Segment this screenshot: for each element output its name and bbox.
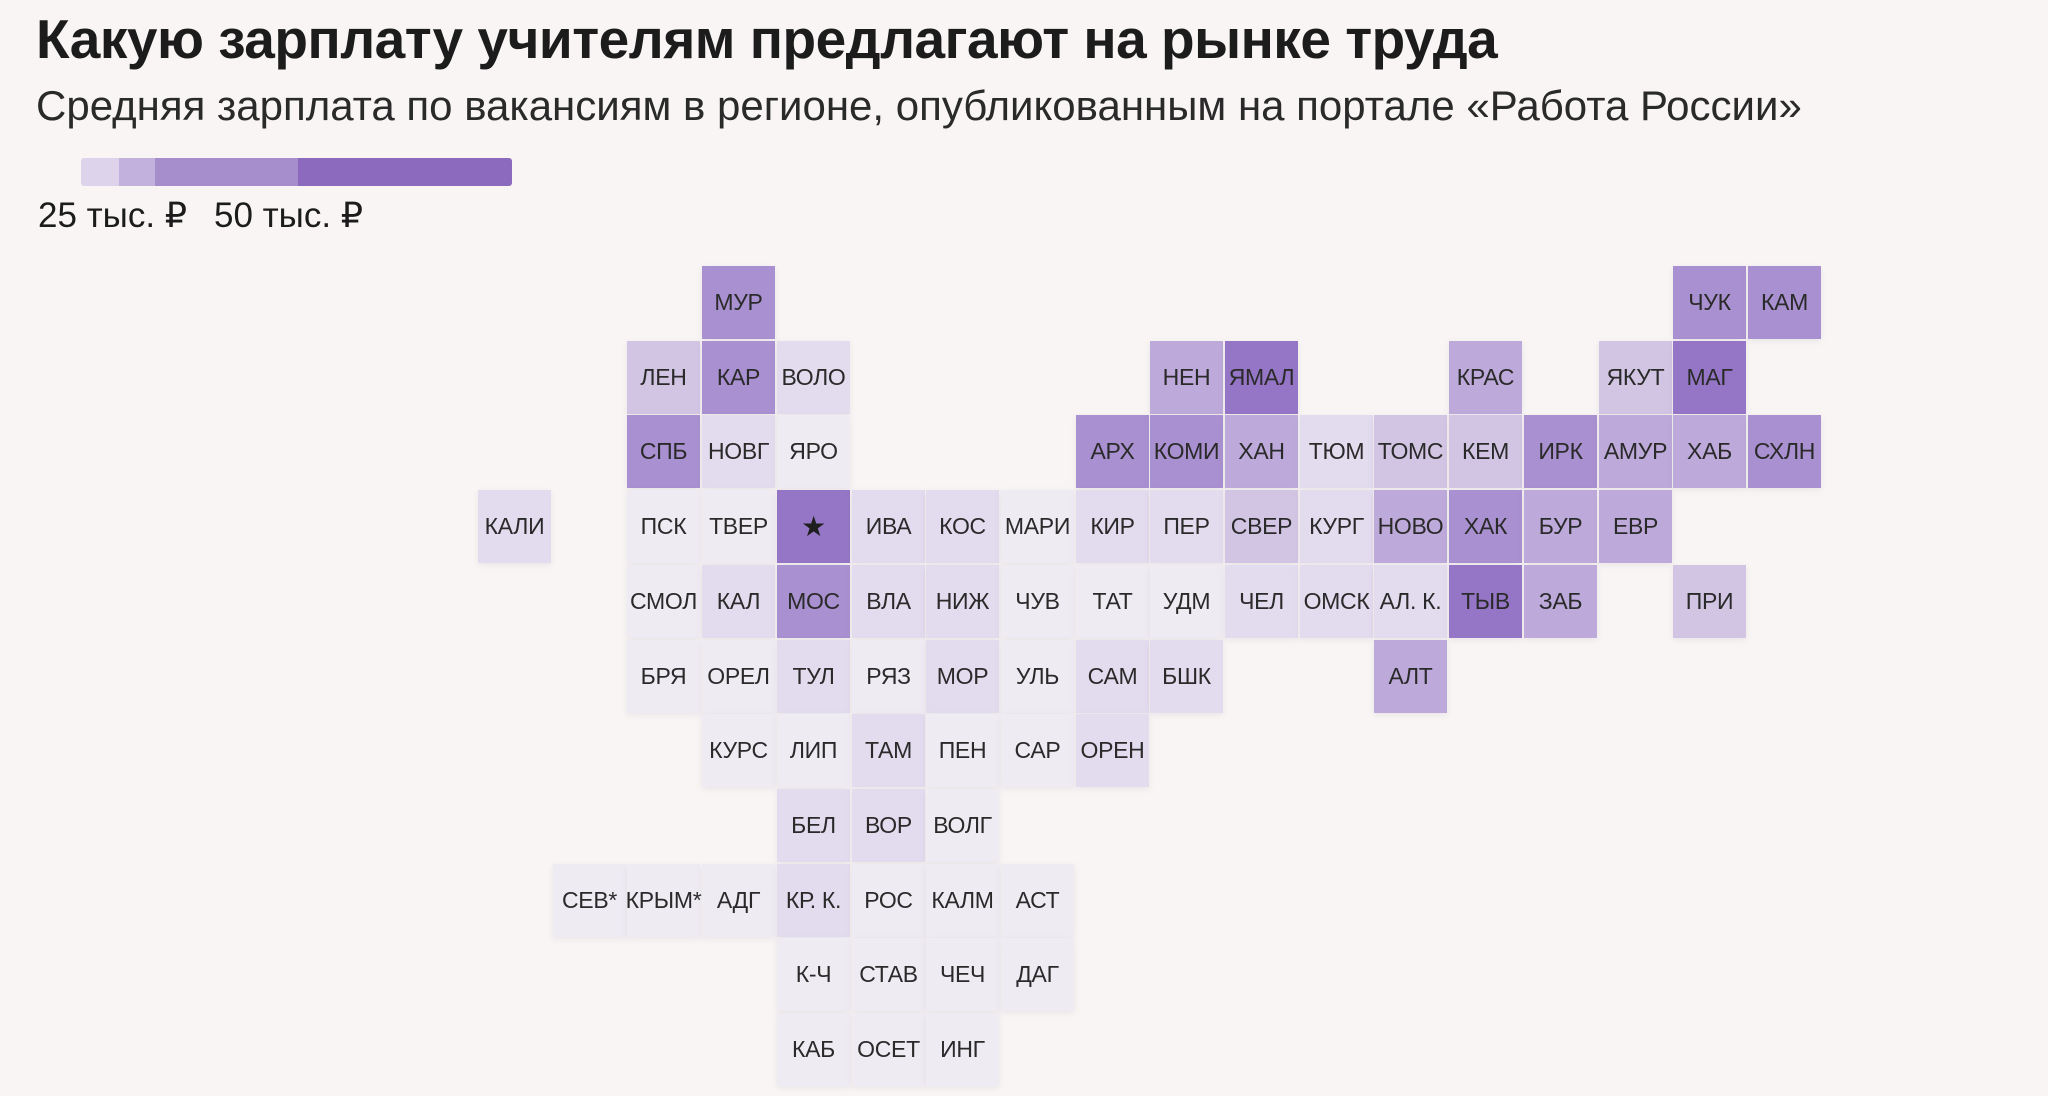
region-tile: МОС: [777, 565, 850, 638]
region-tile: АМУР: [1599, 415, 1672, 488]
region-tile: НИЖ: [926, 565, 999, 638]
region-tile: НОВО: [1374, 490, 1447, 563]
region-tile: К-Ч: [777, 938, 850, 1011]
region-tile: КАБ: [777, 1013, 850, 1086]
region-tile: САМ: [1076, 640, 1149, 713]
region-tile: ИВА: [852, 490, 925, 563]
region-tile: АЛ. К.: [1374, 565, 1447, 638]
region-tile: ЧЕЧ: [926, 938, 999, 1011]
region-tile: ТЮМ: [1300, 415, 1373, 488]
region-tile: УДМ: [1150, 565, 1223, 638]
region-tile: ДАГ: [1001, 938, 1074, 1011]
region-tile: ЯМАЛ: [1225, 341, 1298, 414]
region-tile: КАЛМ: [926, 864, 999, 937]
region-tile: ОРЕЛ: [702, 640, 775, 713]
region-tile: НОВГ: [702, 415, 775, 488]
region-tile: ХАБ: [1673, 415, 1746, 488]
region-tile: ИНГ: [926, 1013, 999, 1086]
region-tile: ОМСК: [1300, 565, 1373, 638]
region-tile: ЗАБ: [1524, 565, 1597, 638]
region-tile: СВЕР: [1225, 490, 1298, 563]
color-legend: 25 тыс. ₽ 50 тыс. ₽: [36, 158, 576, 230]
region-tile: СМОЛ: [627, 565, 700, 638]
region-tile: БРЯ: [627, 640, 700, 713]
region-tile: ТОМС: [1374, 415, 1447, 488]
region-tile: БШК: [1150, 640, 1223, 713]
legend-segment: [155, 158, 298, 186]
region-tile: КУРС: [702, 714, 775, 787]
region-tile: КРЫМ*: [626, 864, 702, 937]
region-tile: ТЫВ: [1449, 565, 1522, 638]
region-tile: ХАН: [1225, 415, 1298, 488]
region-tile: ЛЕН: [627, 341, 700, 414]
region-tile: НЕН: [1150, 341, 1223, 414]
region-tile: ОРЕН: [1076, 714, 1149, 787]
region-tile: МОР: [926, 640, 999, 713]
region-tile: БЕЛ: [777, 789, 850, 862]
region-tile: ВОЛГ: [926, 789, 999, 862]
region-tile: ПСК: [627, 490, 700, 563]
region-tile: КЕМ: [1449, 415, 1522, 488]
region-tile: БУР: [1524, 490, 1597, 563]
region-tile: МАГ: [1673, 341, 1746, 414]
region-tile: КУРГ: [1300, 490, 1373, 563]
region-tile: ЯРО: [777, 415, 850, 488]
region-tile: СЕВ*: [553, 864, 626, 937]
region-tile: ЧУК: [1673, 266, 1746, 339]
region-tile: КАЛ: [702, 565, 775, 638]
region-tile: ВОЛО: [777, 341, 850, 414]
region-tile: КР. К.: [777, 864, 850, 937]
region-tile: ТАМ: [852, 714, 925, 787]
region-tile: ТВЕР: [702, 490, 775, 563]
legend-segment: [298, 158, 512, 186]
region-tile: ЛИП: [777, 714, 850, 787]
region-tile: ВОР: [852, 789, 925, 862]
region-tile: ВЛА: [852, 565, 925, 638]
region-tile: КАР: [702, 341, 775, 414]
region-tile: КАМ: [1748, 266, 1821, 339]
page-subtitle: Средняя зарплата по вакансиям в регионе,…: [36, 82, 1802, 129]
region-tile: ЧУВ: [1001, 565, 1074, 638]
region-tile: СХЛН: [1748, 415, 1821, 488]
region-tile: ПЕН: [926, 714, 999, 787]
legend-gradient-bar: [81, 158, 512, 186]
region-tile: ПРИ: [1673, 565, 1746, 638]
legend-segment: [81, 158, 119, 186]
region-tile: СТАВ: [852, 938, 925, 1011]
region-tile: ОСЕТ: [852, 1013, 925, 1086]
region-tile: ХАК: [1449, 490, 1522, 563]
region-tile: АДГ: [702, 864, 775, 937]
region-tile: ПЕР: [1150, 490, 1223, 563]
region-tile: МАРИ: [1001, 490, 1074, 563]
region-tile: МУР: [702, 266, 775, 339]
region-tile: КИР: [1076, 490, 1149, 563]
region-tile: КОС: [926, 490, 999, 563]
region-tile: КАЛИ: [478, 490, 551, 563]
region-tile: АСТ: [1001, 864, 1074, 937]
region-tile: СПБ: [627, 415, 700, 488]
region-tile: АРХ: [1076, 415, 1149, 488]
region-tile: ЯКУТ: [1599, 341, 1672, 414]
region-tile: КРАС: [1449, 341, 1522, 414]
region-tile: ЧЕЛ: [1225, 565, 1298, 638]
region-tile: КОМИ: [1150, 415, 1223, 488]
region-tile: ТАТ: [1076, 565, 1149, 638]
legend-min-label: 25 тыс. ₽: [38, 196, 188, 230]
region-tile: РОС: [852, 864, 925, 937]
region-tile: ТУЛ: [777, 640, 850, 713]
region-tile: ЕВР: [1599, 490, 1672, 563]
region-tile: АЛТ: [1374, 640, 1447, 713]
region-tile: РЯЗ: [852, 640, 925, 713]
legend-segment: [119, 158, 155, 186]
page-title: Какую зарплату учителям предлагают на ры…: [36, 8, 1498, 70]
star-icon: ★: [777, 490, 850, 563]
region-tile: УЛЬ: [1001, 640, 1074, 713]
region-tile: САР: [1001, 714, 1074, 787]
legend-max-label: 50 тыс. ₽: [214, 196, 364, 230]
region-tile: ИРК: [1524, 415, 1597, 488]
